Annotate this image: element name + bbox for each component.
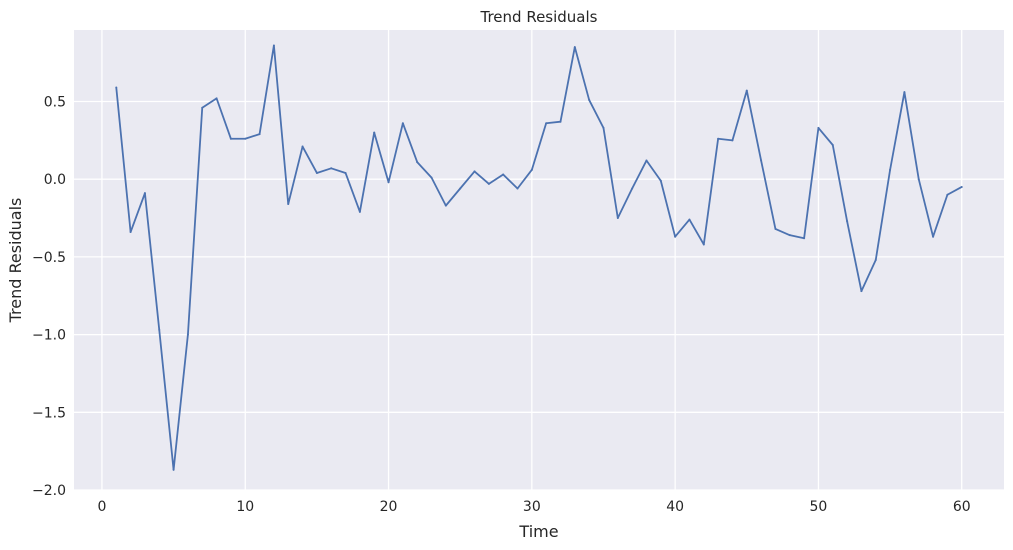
data-point <box>387 181 390 184</box>
y-axis-label: Trend Residuals <box>6 198 25 324</box>
y-tick-label: −0.5 <box>32 250 66 266</box>
data-point <box>831 144 834 146</box>
data-point <box>244 137 247 140</box>
data-point <box>788 234 791 237</box>
data-point <box>573 46 576 49</box>
data-point <box>702 243 705 246</box>
data-point <box>201 106 204 109</box>
data-point <box>416 161 419 164</box>
data-point <box>158 328 161 331</box>
data-point <box>946 193 949 196</box>
data-point <box>229 137 232 140</box>
x-tick-label: 60 <box>953 499 971 515</box>
x-tick-label: 10 <box>236 499 254 515</box>
data-point <box>889 168 892 171</box>
data-point <box>272 44 275 47</box>
data-point <box>903 91 906 94</box>
data-point <box>473 170 476 173</box>
x-tick-label: 20 <box>380 499 398 515</box>
data-point <box>373 131 376 134</box>
data-point <box>330 167 333 170</box>
y-tick-labels: −2.0 −1.5 −1.0 −0.5 0.0 0.5 <box>32 94 66 499</box>
data-point <box>803 237 806 240</box>
x-tick-label: 30 <box>523 499 541 515</box>
data-point <box>817 126 820 129</box>
x-axis-label: Time <box>518 522 558 541</box>
data-point <box>745 89 748 92</box>
data-point <box>487 182 490 185</box>
data-point <box>401 122 404 125</box>
data-point <box>129 231 132 234</box>
data-point <box>688 218 691 221</box>
data-point <box>602 126 605 129</box>
chart-title: Trend Residuals <box>480 8 598 26</box>
data-point <box>860 290 863 293</box>
data-point <box>659 179 662 182</box>
data-point <box>430 176 433 179</box>
x-tick-label: 0 <box>97 499 106 515</box>
data-point <box>287 203 290 206</box>
y-tick-label: −1.0 <box>32 328 66 344</box>
data-point <box>846 220 849 223</box>
data-point <box>645 159 648 162</box>
y-tick-label: 0.0 <box>44 172 66 188</box>
data-point <box>559 120 562 123</box>
data-point <box>115 86 118 89</box>
data-point <box>172 468 175 471</box>
data-point <box>674 235 677 238</box>
data-point <box>717 137 720 140</box>
data-point <box>459 187 462 190</box>
data-point <box>502 173 505 176</box>
data-point <box>774 227 777 230</box>
x-tick-labels: 0 10 20 30 40 50 60 <box>97 499 970 515</box>
data-point <box>186 333 189 336</box>
data-point <box>731 139 734 142</box>
data-point <box>516 187 519 190</box>
data-point <box>616 217 619 220</box>
data-points <box>115 44 963 471</box>
y-tick-label: 0.5 <box>44 94 66 110</box>
data-point <box>301 145 304 148</box>
data-point <box>917 178 920 181</box>
series-line <box>115 44 963 471</box>
data-point <box>444 204 447 207</box>
data-point <box>960 185 963 188</box>
data-point <box>215 97 218 100</box>
x-tick-label: 40 <box>666 499 684 515</box>
data-point <box>932 235 935 238</box>
data-point <box>874 259 877 261</box>
grid-lines <box>74 30 1004 491</box>
data-point <box>358 210 361 213</box>
plot-area <box>74 30 1004 490</box>
x-tick-label: 50 <box>810 499 828 515</box>
data-point <box>315 171 318 174</box>
data-point <box>631 187 634 190</box>
data-point <box>258 133 261 136</box>
y-tick-label: −1.5 <box>32 405 66 421</box>
y-tick-label: −2.0 <box>32 483 66 499</box>
data-point <box>588 98 591 101</box>
data-point <box>760 159 763 162</box>
data-point <box>545 122 548 125</box>
data-point <box>344 171 347 174</box>
data-point <box>143 192 146 195</box>
data-point <box>530 168 533 171</box>
